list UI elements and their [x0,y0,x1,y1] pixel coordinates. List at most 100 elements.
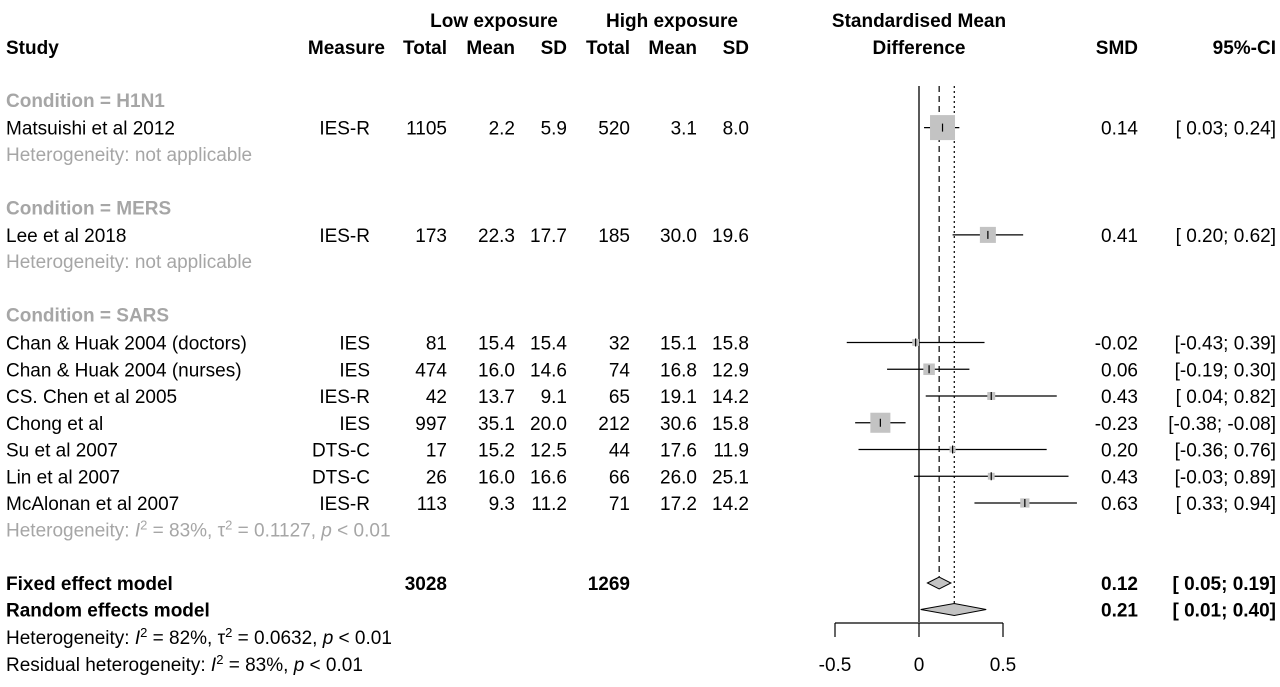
study-measure: IES-R [319,387,370,408]
study-high-total: 74 [609,360,631,381]
study-low-sd: 12.5 [530,441,567,462]
study-smd-value: 0.14 [1101,119,1138,140]
study-low-total: 42 [426,387,447,408]
x-axis: -0.5 0 0.5 [819,622,1016,676]
study-high-total: 65 [609,387,630,408]
study-measure: IES-R [319,494,370,515]
subgroup-heterogeneity-0: Heterogeneity: not applicable [6,145,252,166]
study-low-total: 17 [426,441,447,462]
study-low-total: 474 [415,360,447,381]
header-low-sd: SD [541,38,567,59]
study-name: McAlonan et al 2007 [6,494,179,515]
fixed-ci-value: [ 0.05; 0.19] [1173,574,1277,595]
study-ci-value: [ 0.20; 0.62] [1176,226,1276,247]
study-name: CS. Chen et al 2005 [6,387,177,408]
study-high-sd: 8.0 [723,119,749,140]
study-low-sd: 16.6 [530,467,567,488]
study-smd-value: 0.20 [1101,441,1138,462]
study-ci-value: [-0.43; 0.39] [1175,334,1276,355]
random-effects-diamond [920,602,987,617]
study-low-total: 26 [426,467,447,488]
study-low-mean: 16.0 [478,467,515,488]
x-axis-tick-label: 0 [914,655,925,676]
random-smd-value: 0.21 [1101,601,1138,622]
header-smd-title-line2: Difference [873,38,966,59]
header-low-exposure: Low exposure [430,11,558,32]
study-ci-value: [ 0.03; 0.24] [1176,119,1276,140]
header-high-total: Total [586,38,630,59]
fixed-high-total: 1269 [588,574,630,595]
study-high-mean: 15.1 [660,334,697,355]
fixed-effect-diamond [926,576,953,590]
study-name: Chan & Huak 2004 (doctors) [6,334,247,355]
study-high-mean: 17.6 [660,441,697,462]
study-low-sd: 17.7 [530,226,567,247]
study-high-sd: 14.2 [712,387,749,408]
study-low-mean: 2.2 [489,119,515,140]
study-smd-value: 0.43 [1101,467,1138,488]
study-low-sd: 15.4 [530,334,567,355]
study-high-sd: 19.6 [712,226,749,247]
study-measure: DTS-C [312,441,370,462]
header-low-total: Total [403,38,447,59]
study-low-sd: 20.0 [530,414,567,435]
study-smd-value: 0.63 [1101,494,1138,515]
header-smd-title: Standardised Mean [832,11,1006,32]
study-high-total: 212 [598,414,630,435]
study-low-total: 1105 [406,119,447,140]
study-low-sd: 11.2 [531,494,567,515]
study-high-sd: 15.8 [712,414,749,435]
random-effects-label: Random effects model [6,601,210,622]
study-low-total: 997 [415,414,447,435]
residual-heterogeneity: Residual heterogeneity: I2 = 83%, p < 0.… [6,652,363,677]
random-ci-value: [ 0.01; 0.40] [1173,601,1277,622]
study-high-mean: 16.8 [660,360,697,381]
study-high-sd: 15.8 [712,334,749,355]
study-high-mean: 30.0 [660,226,697,247]
study-name: Lin et al 2007 [6,467,120,488]
study-high-total: 66 [609,467,630,488]
study-high-sd: 11.9 [713,441,749,462]
study-high-total: 520 [598,119,630,140]
subgroup-label-2: Condition = SARS [6,306,169,327]
study-measure: IES-R [319,226,370,247]
study-low-mean: 22.3 [478,226,515,247]
subgroup-heterogeneity-2: Heterogeneity: I2 = 83%, τ2 = 0.1127, p … [6,517,391,542]
study-low-mean: 15.4 [478,334,515,355]
subgroup-label-1: Condition = MERS [6,199,171,220]
study-high-mean: 30.6 [660,414,697,435]
study-low-total: 81 [426,334,447,355]
study-low-sd: 5.9 [541,119,567,140]
fixed-effect-label: Fixed effect model [6,574,173,595]
study-high-total: 32 [609,334,630,355]
study-ci-value: [-0.36; 0.76] [1175,441,1276,462]
fixed-low-total: 3028 [405,574,447,595]
header-high-mean: Mean [648,38,697,59]
study-high-mean: 26.0 [660,467,697,488]
study-name: Su et al 2007 [6,441,118,462]
overall-heterogeneity: Heterogeneity: I2 = 82%, τ2 = 0.0632, p … [6,625,392,650]
study-ci-value: [-0.03; 0.89] [1175,467,1276,488]
study-measure: DTS-C [312,467,370,488]
study-high-mean: 3.1 [671,119,697,140]
study-measure: IES [339,334,370,355]
study-smd-value: 0.06 [1101,360,1138,381]
study-low-mean: 9.3 [489,494,515,515]
header-smd: SMD [1096,38,1138,59]
study-ci-value: [-0.19; 0.30] [1175,360,1276,381]
study-smd-value: 0.43 [1101,387,1138,408]
study-high-mean: 17.2 [660,494,697,515]
study-low-mean: 35.1 [478,414,515,435]
study-low-sd: 14.6 [530,360,567,381]
study-name: Matsuishi et al 2012 [6,119,175,140]
study-low-mean: 13.7 [478,387,515,408]
study-ci-value: [-0.38; -0.08] [1168,414,1276,435]
study-measure: IES [339,414,370,435]
fixed-smd-value: 0.12 [1101,574,1138,595]
x-axis-tick-label: 0.5 [990,655,1016,676]
study-name: Chan & Huak 2004 (nurses) [6,360,242,381]
study-low-total: 173 [415,226,447,247]
study-high-sd: 25.1 [712,467,749,488]
header-low-mean: Mean [466,38,515,59]
